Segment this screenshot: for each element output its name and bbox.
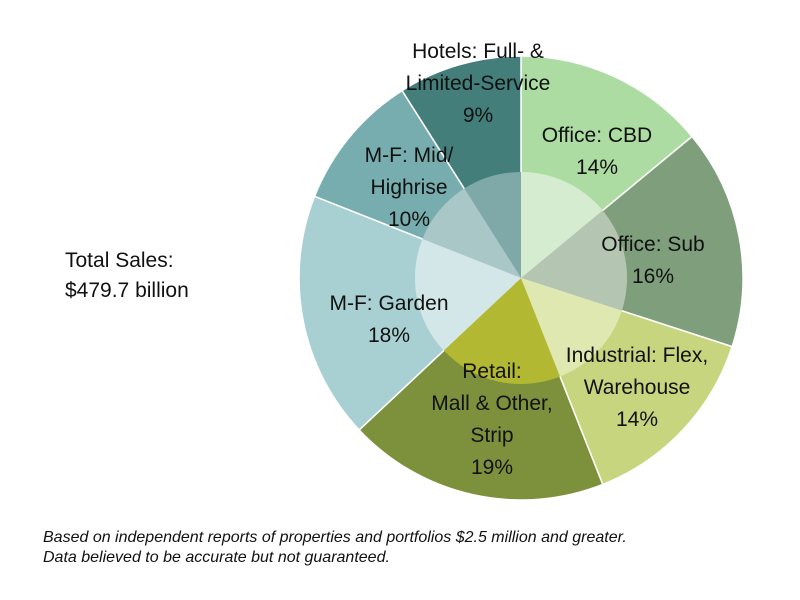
pie-slice-inner [521, 278, 622, 377]
slice-label: M-F: Garden 18% [329, 292, 448, 347]
slice-label-line: 9% [463, 104, 493, 127]
footnote-line-2: Data believed to be accurate but not gua… [43, 549, 390, 566]
slice-label-line: Retail: [462, 360, 522, 383]
slice-label-line: Warehouse [584, 376, 691, 399]
pie-slice-inner [464, 172, 521, 278]
total-sales-label: Total Sales: [65, 249, 174, 272]
pie-slice-inner [521, 210, 627, 311]
slice-label-line: 14% [616, 408, 658, 431]
footnote-line-1: Based on independent reports of properti… [43, 529, 627, 546]
pie-slice-inner [443, 278, 561, 385]
pie-slice-inner [414, 238, 521, 351]
slice-label-line: Highrise [370, 176, 447, 199]
total-sales-value: $479.7 billion [65, 279, 189, 302]
pie-labels: Office: CBD 14% Office: Sub 16% Industrial: … [329, 40, 708, 479]
slice-label-line: 18% [368, 324, 410, 347]
slice-label-line: 14% [576, 156, 618, 179]
slice-label-line: M-F: Mid/ [365, 144, 454, 167]
slice-label-line: Office: Sub [601, 233, 705, 256]
slice-label-line: Hotels: Full- & [412, 40, 544, 63]
slice-label-line: Limited-Service [406, 72, 551, 95]
slice-label: M-F: Mid/Highrise 10% [365, 144, 454, 231]
total-sales-text: Total Sales: $479.7 billion [65, 246, 189, 306]
slice-label-line: 16% [632, 265, 674, 288]
slice-label-line: 10% [388, 208, 430, 231]
pie-inner-highlights [414, 172, 627, 385]
slice-label: Office: CBD 14% [542, 124, 652, 179]
slice-label-line: Mall & Other, [431, 392, 552, 415]
pie-slice-inner [422, 188, 521, 278]
slice-label-line: Industrial: Flex, [566, 344, 708, 367]
slice-label: Office: Sub 16% [601, 233, 705, 288]
pie-slice [298, 195, 523, 432]
footnote: Based on independent reports of properti… [43, 528, 627, 568]
slice-label-line: Strip [470, 424, 513, 447]
slice-label: Retail: Mall & Other, Strip 19% [431, 360, 552, 479]
slice-label: Industrial: Flex, Warehouse 14% [566, 344, 708, 431]
slice-label-line: Office: CBD [542, 124, 652, 147]
slice-label-line: 19% [471, 456, 513, 479]
slice-label-line: M-F: Garden [329, 292, 448, 315]
pie-slice-inner [521, 172, 603, 278]
slice-label: Hotels: Full- & Limited-Service 9% [406, 40, 551, 127]
